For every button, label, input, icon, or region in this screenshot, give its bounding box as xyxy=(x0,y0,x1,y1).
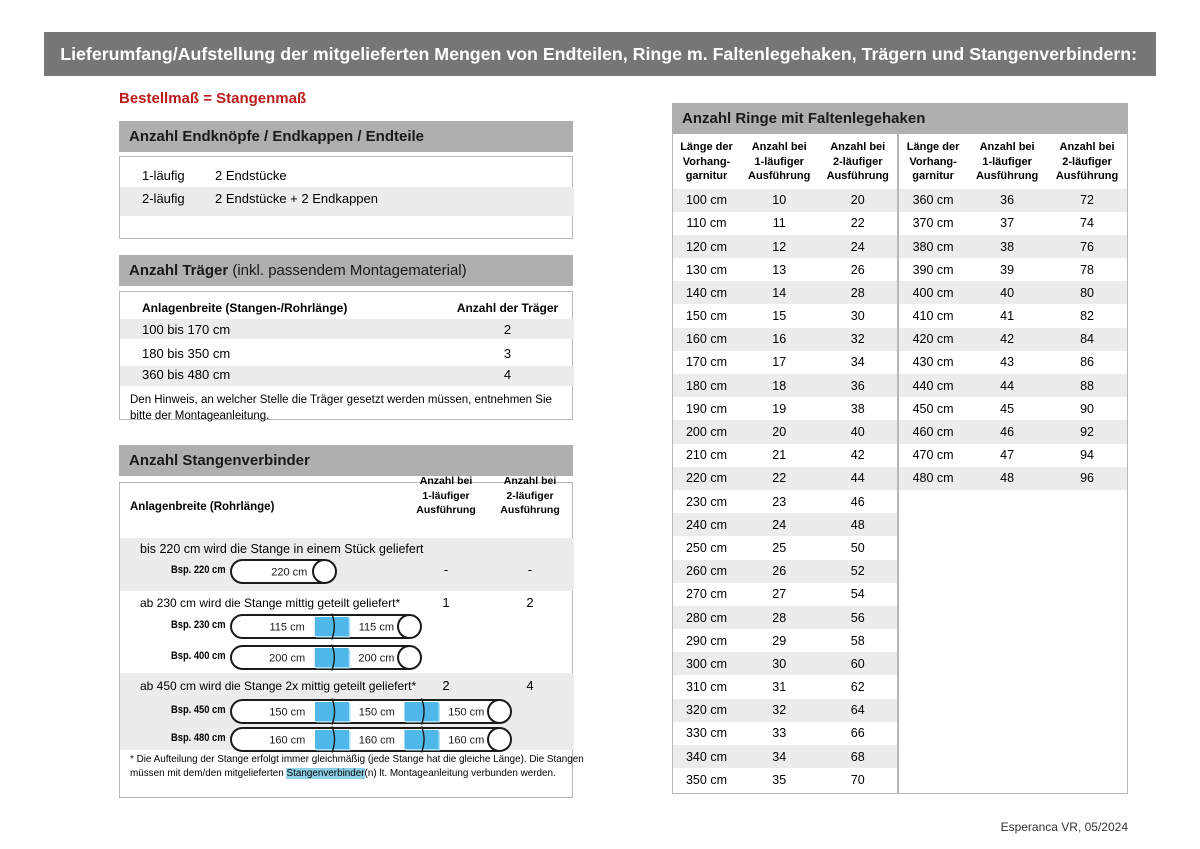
svg-text:150 cm: 150 cm xyxy=(448,707,484,719)
svg-text:115 cm: 115 cm xyxy=(359,621,394,633)
svg-text:160 cm: 160 cm xyxy=(269,735,305,747)
svg-text:200 cm: 200 cm xyxy=(358,652,394,664)
svg-text:200 cm: 200 cm xyxy=(269,652,305,664)
svg-text:160 cm: 160 cm xyxy=(448,735,484,747)
svg-text:115 cm: 115 cm xyxy=(269,621,304,633)
svg-text:150 cm: 150 cm xyxy=(359,707,395,719)
svg-text:150 cm: 150 cm xyxy=(269,707,305,719)
svg-text:220 cm: 220 cm xyxy=(271,566,307,578)
svg-text:160 cm: 160 cm xyxy=(359,735,395,747)
